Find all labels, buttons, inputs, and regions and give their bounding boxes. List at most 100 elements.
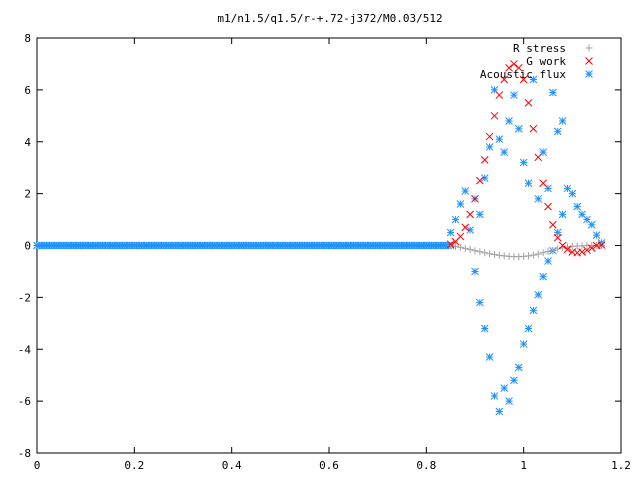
r-stress-point xyxy=(490,251,498,259)
acoustic-flux-point xyxy=(476,210,484,219)
acoustic-flux-point xyxy=(583,215,591,224)
acoustic-flux-point xyxy=(539,148,547,156)
acoustic-flux-point xyxy=(461,187,470,195)
acoustic-flux-point xyxy=(485,353,494,361)
legend-label: G work xyxy=(526,55,566,68)
g-work-point xyxy=(553,233,562,242)
g-work-point xyxy=(539,179,547,188)
y-tick-label: 4 xyxy=(24,136,31,149)
g-work-point xyxy=(544,202,552,211)
r-stress-point xyxy=(471,247,479,255)
acoustic-flux-point xyxy=(558,117,567,125)
y-tick-label: 0 xyxy=(24,240,31,253)
legend-marker xyxy=(585,57,593,65)
g-work-point xyxy=(519,75,528,84)
y-tick-label: 8 xyxy=(24,32,31,45)
g-work-point xyxy=(490,111,499,120)
g-work-point xyxy=(510,60,518,68)
r-stress-point xyxy=(486,250,494,258)
acoustic-flux-point xyxy=(505,397,513,405)
r-stress-point xyxy=(549,246,557,254)
legend-marker xyxy=(585,70,593,78)
g-work-point xyxy=(461,223,470,232)
g-work-point xyxy=(446,240,455,249)
axis-ticks: 0 0.2 0.4 0.6 0.8 1 1.2 -8 -6 -4 -2 0 2 4 6 8 xyxy=(18,32,631,472)
x-tick-label: 1 xyxy=(520,459,527,472)
g-work-point xyxy=(529,124,538,133)
x-tick-label: 0.8 xyxy=(416,459,436,472)
y-tick-label: -8 xyxy=(18,447,31,460)
g-work-point xyxy=(524,98,533,107)
r-stress-point xyxy=(456,243,464,251)
acoustic-flux-point xyxy=(592,231,601,239)
acoustic-flux-point xyxy=(544,257,552,265)
acoustic-flux-point xyxy=(476,298,484,307)
acoustic-flux-point xyxy=(505,117,513,125)
g-work-point xyxy=(597,241,606,249)
acoustic-flux-point xyxy=(495,135,504,144)
r-stress-point xyxy=(520,252,528,260)
data-marks xyxy=(33,60,606,416)
r-stress-point xyxy=(544,247,552,255)
r-stress-point xyxy=(554,245,562,253)
g-work-point xyxy=(471,194,479,203)
g-work-point xyxy=(583,246,591,255)
acoustic-flux-point xyxy=(534,290,543,299)
g-work-point xyxy=(466,210,474,219)
acoustic-flux-point xyxy=(480,324,489,333)
acoustic-flux-point xyxy=(524,179,533,188)
acoustic-flux-point xyxy=(539,272,547,281)
acoustic-flux-point xyxy=(500,384,509,393)
legend-marker xyxy=(585,44,593,52)
r-stress-point xyxy=(529,251,537,259)
g-work-point xyxy=(456,232,465,241)
r-stress-point xyxy=(466,245,474,253)
legend-label: R stress xyxy=(513,42,566,55)
acoustic-flux-point xyxy=(568,189,577,198)
x-tick-label: 0.2 xyxy=(124,459,144,472)
r-stress-point xyxy=(500,252,508,260)
acoustic-flux-point xyxy=(529,306,538,315)
g-work-point xyxy=(514,63,523,72)
acoustic-flux-point xyxy=(456,200,465,208)
y-tick-label: 2 xyxy=(24,188,31,201)
acoustic-flux-point xyxy=(514,124,523,133)
r-stress-point xyxy=(534,250,542,258)
acoustic-flux-point xyxy=(466,226,474,234)
g-work-point xyxy=(485,132,494,141)
g-work-point xyxy=(505,63,513,72)
x-tick-label: 1.2 xyxy=(611,459,631,472)
g-work-point xyxy=(534,153,543,162)
r-stress-point xyxy=(461,244,469,252)
r-stress-point xyxy=(539,249,547,257)
acoustic-flux-point xyxy=(495,407,504,416)
legend-label: Acoustic flux xyxy=(480,68,566,81)
r-stress-point xyxy=(447,242,455,249)
y-tick-label: 6 xyxy=(24,84,31,97)
g-work-point xyxy=(563,245,572,254)
g-work-point xyxy=(587,244,596,252)
y-tick-label: -4 xyxy=(18,343,32,356)
acoustic-flux-point xyxy=(510,376,518,385)
y-tick-label: -2 xyxy=(18,291,31,304)
acoustic-flux-point xyxy=(553,127,562,136)
acoustic-flux-point xyxy=(524,324,533,333)
acoustic-flux-point xyxy=(451,215,460,224)
acoustic-flux-point xyxy=(446,228,455,237)
y-tick-label: -6 xyxy=(18,395,31,408)
r-stress-point xyxy=(481,249,489,257)
acoustic-flux-point xyxy=(534,194,543,203)
acoustic-flux-point xyxy=(514,363,523,372)
x-tick-label: 0.4 xyxy=(222,459,242,472)
g-work-point xyxy=(500,75,509,84)
acoustic-flux-point xyxy=(490,392,499,400)
r-stress-point xyxy=(525,252,533,260)
g-work-point xyxy=(476,176,484,185)
x-tick-label: 0.6 xyxy=(319,459,339,472)
acoustic-flux-point xyxy=(485,143,494,151)
acoustic-flux-point xyxy=(519,158,528,167)
acoustic-flux-point xyxy=(510,91,518,99)
g-work-point xyxy=(495,91,504,99)
